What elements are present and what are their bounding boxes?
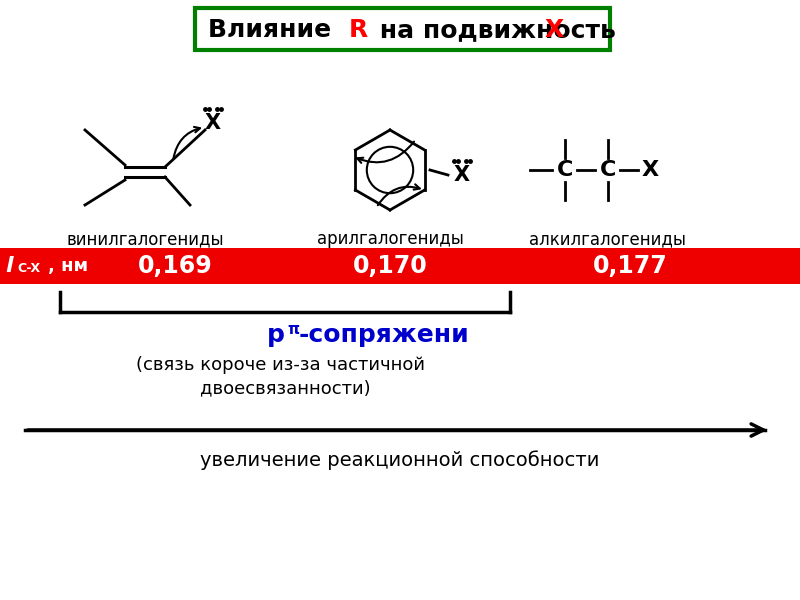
Text: на подвижность: на подвижность <box>371 18 625 42</box>
Text: (связь короче из-за частичной: (связь короче из-за частичной <box>135 356 425 374</box>
Text: C: C <box>600 160 616 180</box>
Text: l: l <box>5 256 13 276</box>
Text: X: X <box>205 113 221 133</box>
Text: 0,170: 0,170 <box>353 254 427 278</box>
Text: , нм: , нм <box>48 257 88 275</box>
FancyBboxPatch shape <box>195 8 610 50</box>
Text: двоесвязанности): двоесвязанности) <box>200 379 370 397</box>
Text: 0,177: 0,177 <box>593 254 667 278</box>
Text: арилгалогениды: арилгалогениды <box>317 230 463 248</box>
Text: X: X <box>454 165 470 185</box>
Text: X: X <box>545 18 564 42</box>
Text: алкилгалогениды: алкилгалогениды <box>530 230 686 248</box>
Text: π: π <box>287 322 299 337</box>
Text: Влияние: Влияние <box>208 18 340 42</box>
Text: винилгалогениды: винилгалогениды <box>66 230 224 248</box>
Text: -сопряжени: -сопряжени <box>299 323 470 347</box>
Text: X: X <box>642 160 658 180</box>
Bar <box>0 248 800 284</box>
Text: увеличение реакционной способности: увеличение реакционной способности <box>200 450 600 470</box>
Text: р: р <box>267 323 285 347</box>
Text: C: C <box>557 160 573 180</box>
Text: 0,169: 0,169 <box>138 254 212 278</box>
Text: R: R <box>349 18 368 42</box>
Text: C-X: C-X <box>17 263 40 275</box>
